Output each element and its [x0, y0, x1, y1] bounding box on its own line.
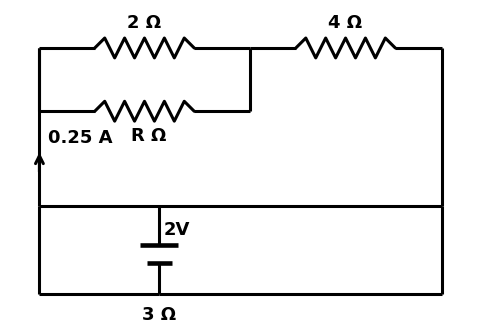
Text: 2 Ω: 2 Ω — [127, 14, 161, 32]
Text: 4 Ω: 4 Ω — [328, 14, 362, 32]
Text: 2V: 2V — [163, 221, 190, 239]
Text: 0.25 A: 0.25 A — [48, 129, 112, 147]
Text: R Ω: R Ω — [131, 127, 167, 145]
Text: 3 Ω: 3 Ω — [142, 306, 176, 323]
